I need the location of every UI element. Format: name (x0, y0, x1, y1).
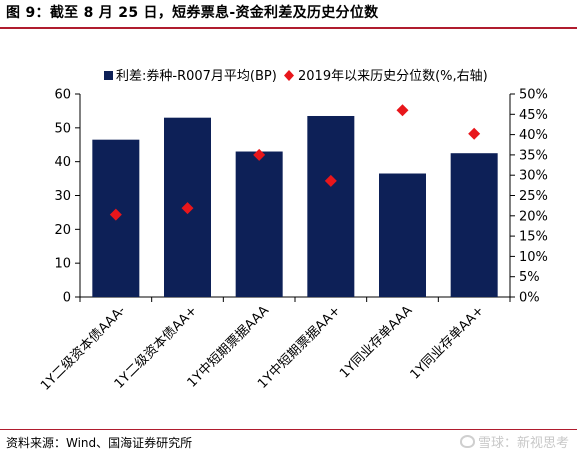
bar (379, 173, 426, 297)
y-right-tick-label: 45% (519, 108, 548, 123)
watermark: 雪球：新视思考 (459, 432, 569, 451)
y-left-tick-label: 30 (54, 189, 71, 204)
footer-rule (0, 429, 577, 430)
legend-marker-swatch (284, 70, 294, 81)
y-left-tick-label: 20 (54, 223, 71, 238)
markers (109, 104, 481, 221)
y-left-tick-label: 50 (54, 121, 71, 136)
y-right-tick-label: 10% (519, 250, 548, 265)
percentile-marker (396, 104, 409, 117)
chart-canvas: 利差:券种-R007月平均(BP) 2019年以来历史分位数(%,右轴) 0 10… (38, 68, 548, 394)
legend: 利差:券种-R007月平均(BP) 2019年以来历史分位数(%,右轴) (104, 68, 488, 84)
legend-bar-label: 利差:券种-R007月平均(BP) (116, 68, 277, 84)
percentile-marker (324, 174, 337, 187)
y-right-tick-label: 35% (519, 148, 548, 163)
y-left-tick-label: 0 (63, 291, 71, 306)
y-right-tick-label: 15% (519, 230, 548, 245)
y-right-tick-label: 5% (519, 270, 540, 285)
bar (307, 115, 355, 297)
percentile-marker (181, 202, 194, 215)
axes: 0 10 20 30 40 50 60 0% 5% 10% 15% 20% 25% 30% 35% 40% 45… (54, 88, 547, 306)
snowball-icon (459, 435, 475, 448)
legend-marker-label: 2019年以来历史分位数(%,右轴) (298, 69, 488, 84)
source-note: 资料来源：Wind、国海证券研究所 (6, 436, 193, 450)
bar (450, 153, 498, 297)
y-left-tick-label: 40 (54, 155, 71, 170)
y-right-tick-label: 20% (519, 209, 548, 224)
y-left-tick-label: 60 (54, 88, 71, 103)
watermark-text: 雪球：新视思考 (477, 436, 569, 451)
category-label: 1Y同业存单AAA (337, 303, 415, 381)
title-rule (0, 27, 577, 29)
y-right-tick-label: 40% (519, 128, 548, 143)
legend-bar-swatch (104, 71, 113, 80)
y-right-tick-label: 25% (519, 189, 548, 204)
category-label: 1Y同业存单AA+ (408, 303, 487, 382)
y-right-tick-label: 0% (519, 291, 540, 306)
category-labels: 1Y二级资本债AAA-1Y二级资本债AA+1Y中短期票据AAA1Y中短期票据AA… (38, 303, 487, 394)
bars (92, 115, 498, 297)
y-right-tick-label: 30% (519, 169, 548, 184)
y-right-tick-label: 50% (519, 88, 548, 103)
percentile-marker (468, 127, 481, 140)
percentile-marker (253, 148, 266, 161)
chart-title: 图 9：截至 8 月 25 日，短券票息-资金利差及历史分位数 (6, 5, 379, 21)
y-left-tick-label: 10 (54, 257, 71, 272)
bar (235, 151, 283, 297)
percentile-marker (109, 208, 122, 221)
